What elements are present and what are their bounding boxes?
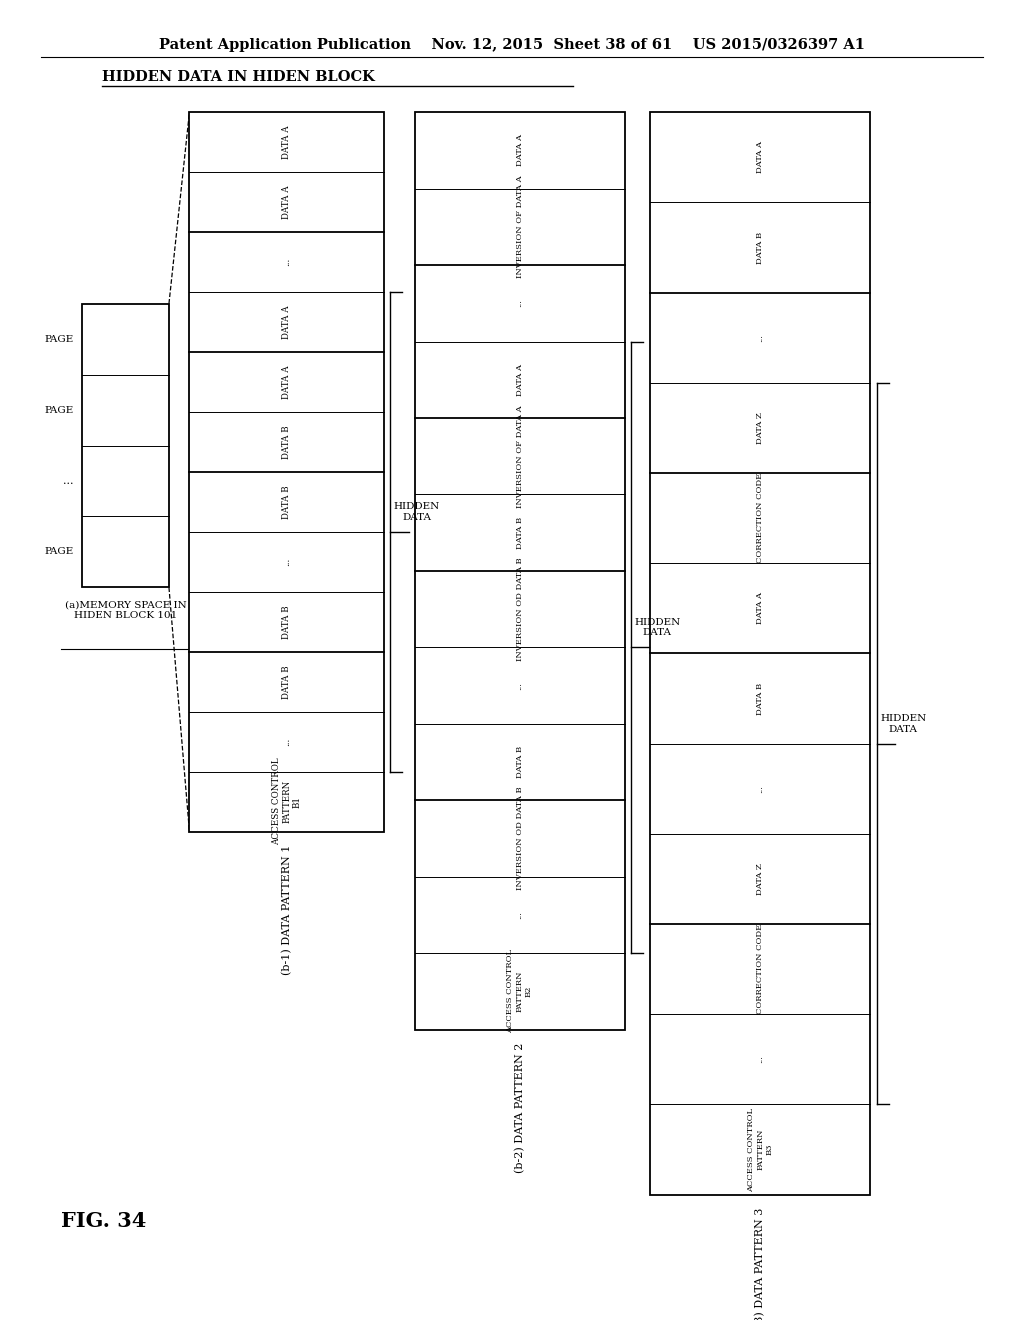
Text: (b-2) DATA PATTERN 2: (b-2) DATA PATTERN 2 (514, 1043, 525, 1173)
Text: DATA A: DATA A (516, 364, 523, 396)
Text: HIDDEN
DATA: HIDDEN DATA (880, 714, 927, 734)
Text: ...: ... (757, 334, 764, 342)
Text: DATA A: DATA A (757, 593, 764, 624)
Text: HIDDEN DATA IN HIDEN BLOCK: HIDDEN DATA IN HIDEN BLOCK (102, 70, 375, 83)
Text: ...: ... (516, 300, 523, 308)
Text: ...: ... (516, 681, 523, 689)
Text: ACCESS CONTROL
PATTERN
B2: ACCESS CONTROL PATTERN B2 (507, 949, 532, 1034)
Text: ...: ... (757, 1056, 764, 1063)
Text: ...: ... (757, 785, 764, 792)
Text: PAGE: PAGE (44, 334, 74, 343)
Text: ...: ... (283, 257, 291, 267)
Text: DATA B: DATA B (757, 682, 764, 714)
Text: DATA B: DATA B (283, 605, 291, 639)
Text: (b-3) DATA PATTERN 3: (b-3) DATA PATTERN 3 (755, 1208, 766, 1320)
Text: DATA B: DATA B (516, 516, 523, 549)
Text: INVERSION OF DATA A: INVERSION OF DATA A (516, 405, 523, 507)
Text: DATA Z: DATA Z (757, 863, 764, 895)
Text: DATA A: DATA A (283, 366, 291, 399)
Text: DATA B: DATA B (757, 231, 764, 264)
Text: INVERSION OF DATA A: INVERSION OF DATA A (516, 176, 523, 279)
Text: DATA B: DATA B (283, 425, 291, 459)
Text: (b-1) DATA PATTERN 1: (b-1) DATA PATTERN 1 (282, 845, 292, 975)
Bar (650, 112, 870, 1195)
Text: DATA A: DATA A (283, 125, 291, 158)
Text: CORRECTION CODE: CORRECTION CODE (757, 924, 764, 1014)
Text: PAGE: PAGE (44, 405, 74, 414)
Text: DATA Z: DATA Z (757, 412, 764, 444)
Text: ...: ... (63, 477, 74, 486)
Text: ...: ... (283, 557, 291, 566)
Text: DATA B: DATA B (516, 746, 523, 777)
Bar (82, 304, 169, 587)
Text: INVERSION OD DATA B: INVERSION OD DATA B (516, 787, 523, 890)
Text: PAGE: PAGE (44, 548, 74, 557)
Text: FIG. 34: FIG. 34 (61, 1210, 146, 1232)
Text: ACCESS CONTROL
PATTERN
B3: ACCESS CONTROL PATTERN B3 (748, 1107, 773, 1192)
Text: ...: ... (516, 911, 523, 919)
Text: (a)MEMORY SPACE IN
HIDEN BLOCK 101: (a)MEMORY SPACE IN HIDEN BLOCK 101 (65, 601, 186, 620)
Text: DATA A: DATA A (283, 305, 291, 339)
Text: DATA A: DATA A (516, 135, 523, 166)
Bar (189, 112, 384, 832)
Text: DATA B: DATA B (283, 484, 291, 519)
Text: DATA A: DATA A (757, 141, 764, 173)
Text: CORRECTION CODE: CORRECTION CODE (757, 473, 764, 564)
Text: INVERSION OD DATA B: INVERSION OD DATA B (516, 557, 523, 661)
Text: ACCESS CONTROL
PATTERN
B1: ACCESS CONTROL PATTERN B1 (271, 758, 302, 845)
Text: DATA B: DATA B (283, 665, 291, 698)
Text: HIDDEN
DATA: HIDDEN DATA (393, 503, 440, 521)
Text: Patent Application Publication    Nov. 12, 2015  Sheet 38 of 61    US 2015/03263: Patent Application Publication Nov. 12, … (159, 38, 865, 51)
Text: ...: ... (283, 738, 291, 746)
Text: HIDDEN
DATA: HIDDEN DATA (634, 618, 681, 638)
Bar (415, 112, 625, 1030)
Text: DATA A: DATA A (283, 185, 291, 219)
